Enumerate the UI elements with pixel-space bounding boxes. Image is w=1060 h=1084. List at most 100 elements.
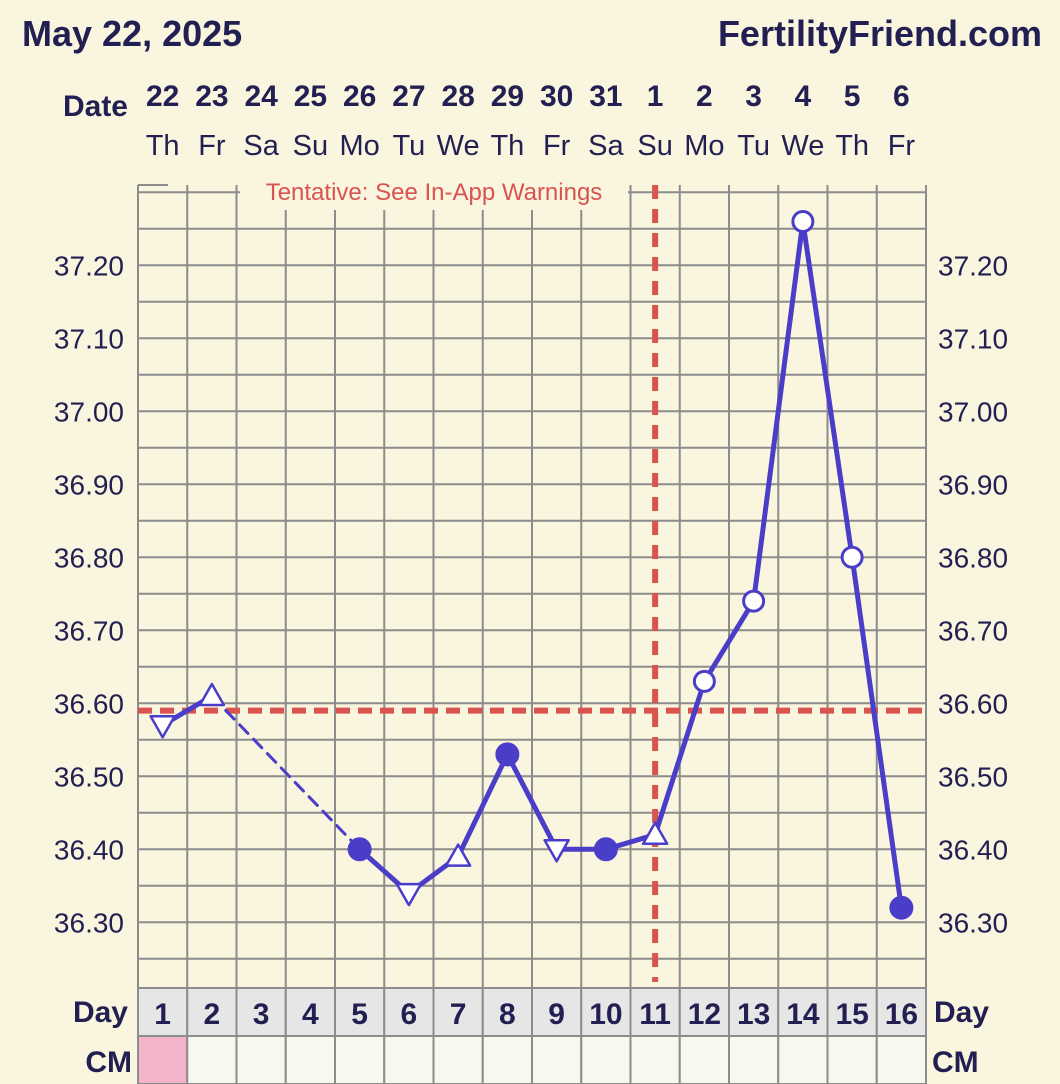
temperature-point-open (692, 669, 716, 693)
site-name: FertilityFriend.com (718, 13, 1042, 54)
cm-cell (481, 1035, 533, 1084)
day-cells: 1 2 3 4 5 6 7 8 9 10 11 12 13 14 15 16 (137, 987, 927, 1084)
y-tick-label-right: 37.10 (938, 323, 1008, 354)
day-number: 1 (154, 998, 171, 1031)
temperature-segment (849, 554, 904, 911)
weekday-label: We (437, 130, 480, 162)
y-tick-label-left: 36.80 (54, 542, 124, 573)
day-number: 11 (639, 998, 671, 1031)
day-number: 8 (499, 998, 516, 1031)
y-tick-label-left: 36.30 (54, 907, 124, 938)
date-label: 30 (540, 80, 573, 113)
temperature-point-triangle-up (641, 821, 669, 845)
day-number: 16 (885, 998, 918, 1031)
temperature-point-triangle-down (149, 714, 176, 739)
day-cell (235, 987, 287, 1037)
y-tick-label-right: 36.40 (938, 834, 1008, 865)
cm-cell (235, 1035, 287, 1084)
annotation-group: Tentative: See In-App Warnings (240, 174, 628, 210)
y-tick-label-left: 36.40 (54, 834, 124, 865)
temperature-point-filled (495, 742, 520, 767)
day-number: 10 (589, 998, 622, 1031)
y-tick-label-left: 36.60 (54, 688, 124, 719)
y-tick-label-left: 36.70 (54, 615, 124, 646)
cm-cell (383, 1035, 435, 1084)
y-tick-label-left: 36.50 (54, 761, 124, 792)
y-tick-label-left: 36.90 (54, 469, 124, 500)
temperature-point-filled (889, 895, 914, 920)
y-tick-label-right: 37.00 (938, 396, 1008, 427)
temperature-point-triangle-up (444, 843, 472, 867)
temperature-point-triangle-up (198, 682, 226, 707)
temperature-point-open (742, 589, 766, 613)
y-tick-label-right: 36.60 (938, 688, 1008, 719)
date-row-label: Date (63, 90, 128, 123)
day-number: 12 (688, 998, 721, 1031)
axis-labels: 22Th23Fr24Sa25Su26Mo27Tu28We29Th30Fr31Sa… (54, 80, 1008, 938)
weekday-label: Su (293, 130, 328, 162)
day-number: 13 (737, 998, 770, 1031)
y-tick-label-right: 36.50 (938, 761, 1008, 792)
date-label: 29 (491, 80, 524, 113)
cm-cell (728, 1035, 780, 1084)
chart-date: May 22, 2025 (22, 13, 242, 54)
y-tick-label-left: 37.00 (54, 396, 124, 427)
cm-row-label-left: CM (85, 1046, 132, 1079)
day-number: 4 (302, 998, 319, 1031)
y-tick-label-right: 36.30 (938, 907, 1008, 938)
coverline-group (138, 185, 926, 982)
cm-cell (777, 1035, 829, 1084)
cm-cell (678, 1035, 730, 1084)
temperature-point-open (791, 210, 815, 233)
cm-cell (531, 1035, 583, 1084)
y-tick-label-right: 36.70 (938, 615, 1008, 646)
weekday-label: Th (146, 130, 180, 162)
day-number: 3 (253, 998, 270, 1031)
date-label: 27 (392, 80, 425, 113)
weekday-label: Th (835, 130, 869, 162)
date-label: 5 (844, 80, 861, 113)
y-tick-label-right: 37.20 (938, 250, 1008, 281)
cm-cell (875, 1035, 927, 1084)
date-label: 4 (795, 80, 812, 113)
weekday-label: Tu (737, 130, 770, 162)
day-number: 6 (401, 998, 418, 1031)
annotation-background (240, 174, 628, 210)
temperature-points (149, 210, 914, 920)
y-tick-label-right: 36.90 (938, 469, 1008, 500)
weekday-label: Mo (339, 130, 379, 162)
day-cell (580, 987, 632, 1037)
date-label: 23 (195, 80, 228, 113)
temperature-segment (652, 678, 707, 838)
date-label: 22 (146, 80, 179, 113)
date-label: 25 (294, 80, 327, 113)
weekday-label: Mo (684, 130, 724, 162)
weekday-label: We (781, 130, 824, 162)
y-tick-label-left: 37.20 (54, 250, 124, 281)
day-cell (826, 987, 878, 1037)
weekday-label: Fr (198, 130, 226, 162)
cm-row-label-right: CM (932, 1046, 979, 1079)
day-number: 7 (450, 998, 467, 1031)
day-cell (728, 987, 780, 1037)
cm-cell (629, 1035, 681, 1084)
cm-cell (826, 1035, 878, 1084)
weekday-label: Tu (392, 130, 425, 162)
weekday-label: Th (490, 130, 524, 162)
temperature-segment (455, 751, 510, 860)
date-label: 28 (441, 80, 474, 113)
temperature-point-triangle-down (395, 882, 423, 907)
weekday-label: Fr (543, 130, 571, 162)
cm-cell (580, 1035, 632, 1084)
date-label: 6 (893, 80, 910, 113)
day-number: 2 (204, 998, 221, 1031)
cm-cell-menstruation (137, 1035, 189, 1084)
cm-cell (432, 1035, 484, 1084)
weekday-label: Sa (243, 130, 279, 162)
temperature-point-filled (347, 837, 372, 862)
date-label: 26 (343, 80, 376, 113)
cm-cell (334, 1035, 386, 1084)
date-label: 2 (696, 80, 713, 113)
day-row-label-left: Day (73, 996, 128, 1029)
